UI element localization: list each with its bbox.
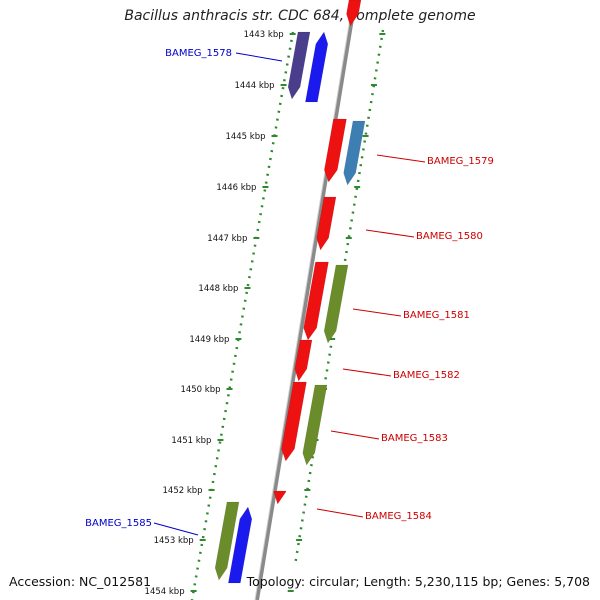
gene-leader-line: [330, 430, 380, 440]
tick-label: 1448 kbp: [198, 284, 238, 294]
map-title: Bacillus anthracis str. CDC 684, complet…: [124, 8, 476, 24]
tick-label: 1449 kbp: [189, 335, 229, 345]
gene-arrow-olive: [302, 384, 328, 466]
gene-leader-line: [365, 229, 415, 238]
tick-label: 1444 kbp: [235, 81, 275, 91]
tick-label: 1443 kbp: [244, 30, 284, 40]
gene-arrow-red: [324, 118, 347, 183]
gene-leader-line: [342, 368, 392, 377]
gene-label: BAMEG_1585: [85, 518, 152, 529]
gene-arrow-olive: [214, 501, 240, 581]
gene-leader-line: [352, 308, 402, 317]
gene-arrow-red: [294, 339, 313, 382]
gene-group: [214, 0, 366, 584]
gene-leader-line: [316, 508, 364, 518]
gene-arrow-red: [303, 261, 329, 341]
gene-label: BAMEG_1579: [427, 156, 494, 167]
tick-label: 1454 kbp: [145, 587, 185, 597]
gene-leader-line: [376, 154, 426, 163]
gene-label: BAMEG_1584: [365, 511, 432, 522]
tick-label: 1450 kbp: [180, 385, 220, 395]
gene-arrow-red: [346, 0, 362, 27]
gene-arrow-red: [281, 381, 307, 462]
backbone-highlight: [254, 0, 354, 600]
gene-arrow-steel: [343, 120, 366, 186]
tick-label: 1446 kbp: [216, 183, 256, 193]
topology-text: Topology: circular; Length: 5,230,115 bp…: [246, 574, 590, 589]
gene-label: BAMEG_1582: [393, 370, 460, 381]
tick-label: 1445 kbp: [225, 132, 265, 142]
accession-text: Accession: NC_012581: [9, 574, 152, 589]
tick-label: 1451 kbp: [171, 436, 211, 446]
gene-label: BAMEG_1580: [416, 231, 483, 242]
tick-label: 1447 kbp: [207, 234, 247, 244]
left-tick-track: [190, 31, 295, 600]
genome-backbone: [255, 0, 357, 600]
gene-leader-line: [235, 52, 283, 62]
gene-arrow-purple: [287, 31, 311, 100]
gene-arrow-olive: [323, 264, 349, 344]
tick-group: 1443 kbp 1444 kbp 1445 kbp 1446 kbp 1447 kbp…: [145, 30, 386, 597]
gene-label: BAMEG_1578: [165, 48, 232, 59]
gene-label-group: BAMEG_1578 BAMEG_1579 BAMEG_1580 BAMEG_1581…: [85, 48, 494, 536]
gene-leader-line: [153, 522, 199, 536]
gene-arrow-red: [316, 196, 337, 251]
gene-label: BAMEG_1583: [381, 433, 448, 444]
tick-label: 1453 kbp: [154, 536, 194, 546]
gene-arrow-blue: [305, 31, 329, 103]
tick-label: 1452 kbp: [163, 486, 203, 496]
gene-arrow-red: [273, 490, 287, 505]
gene-label: BAMEG_1581: [403, 310, 470, 321]
gene-arrow-blue: [228, 506, 253, 584]
